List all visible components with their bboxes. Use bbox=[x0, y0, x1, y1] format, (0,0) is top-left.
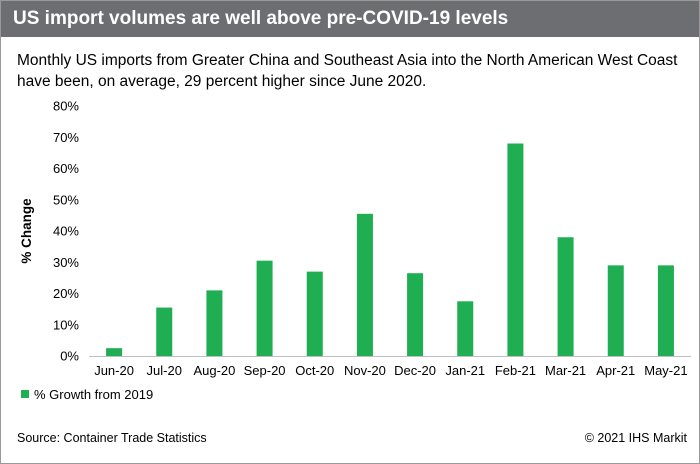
x-tick-label: Dec-20 bbox=[394, 363, 436, 378]
y-tick-label: 80% bbox=[53, 99, 79, 114]
y-tick-label: 30% bbox=[53, 255, 79, 270]
legend-swatch bbox=[21, 390, 29, 398]
y-tick-label: 40% bbox=[53, 224, 79, 239]
x-tick-label: May-21 bbox=[644, 363, 687, 378]
bar-sep-20 bbox=[256, 260, 273, 356]
bar-dec-20 bbox=[407, 273, 424, 356]
page-title: US import volumes are well above pre-COV… bbox=[1, 1, 699, 37]
y-tick-label: 60% bbox=[53, 161, 79, 176]
y-tick-label: 0% bbox=[60, 349, 79, 364]
chart-subtitle: Monthly US imports from Greater China an… bbox=[17, 50, 687, 92]
x-tick-label: Aug-20 bbox=[193, 363, 235, 378]
bar-may-21 bbox=[657, 265, 674, 356]
subtitle-line-1: Monthly US imports from Greater China an… bbox=[17, 52, 678, 69]
source-note: Source: Container Trade Statistics bbox=[17, 431, 207, 445]
bar-oct-20 bbox=[306, 271, 323, 356]
y-tick-label: 10% bbox=[53, 317, 79, 332]
footer: Source: Container Trade Statistics © 202… bbox=[17, 431, 687, 445]
x-tick-label: Jul-20 bbox=[147, 363, 182, 378]
bar-apr-21 bbox=[607, 265, 624, 356]
y-tick-label: 70% bbox=[53, 130, 79, 145]
bar-jun-20 bbox=[106, 348, 123, 356]
bar-jul-20 bbox=[156, 307, 173, 356]
y-tick-label: 20% bbox=[53, 286, 79, 301]
x-tick-label: Nov-20 bbox=[344, 363, 386, 378]
bar-feb-21 bbox=[507, 143, 524, 356]
copyright-note: © 2021 IHS Markit bbox=[584, 431, 687, 445]
y-tick-label: 50% bbox=[53, 192, 79, 207]
y-axis-label: % Change bbox=[19, 198, 34, 264]
x-tick-label: Jan-21 bbox=[445, 363, 485, 378]
subtitle-line-2: have been, on average, 29 percent higher… bbox=[17, 73, 427, 90]
x-tick-label: Jun-20 bbox=[94, 363, 134, 378]
x-tick-label: Sep-20 bbox=[244, 363, 286, 378]
x-tick-label: Feb-21 bbox=[495, 363, 536, 378]
bar-nov-20 bbox=[356, 213, 373, 356]
x-tick-label: Oct-20 bbox=[295, 363, 334, 378]
legend-label: % Growth from 2019 bbox=[34, 387, 153, 402]
bar-aug-20 bbox=[206, 290, 223, 356]
x-tick-label: Mar-21 bbox=[545, 363, 586, 378]
bar-mar-21 bbox=[557, 237, 574, 356]
x-tick-label: Apr-21 bbox=[596, 363, 635, 378]
bar-jan-21 bbox=[457, 301, 474, 356]
